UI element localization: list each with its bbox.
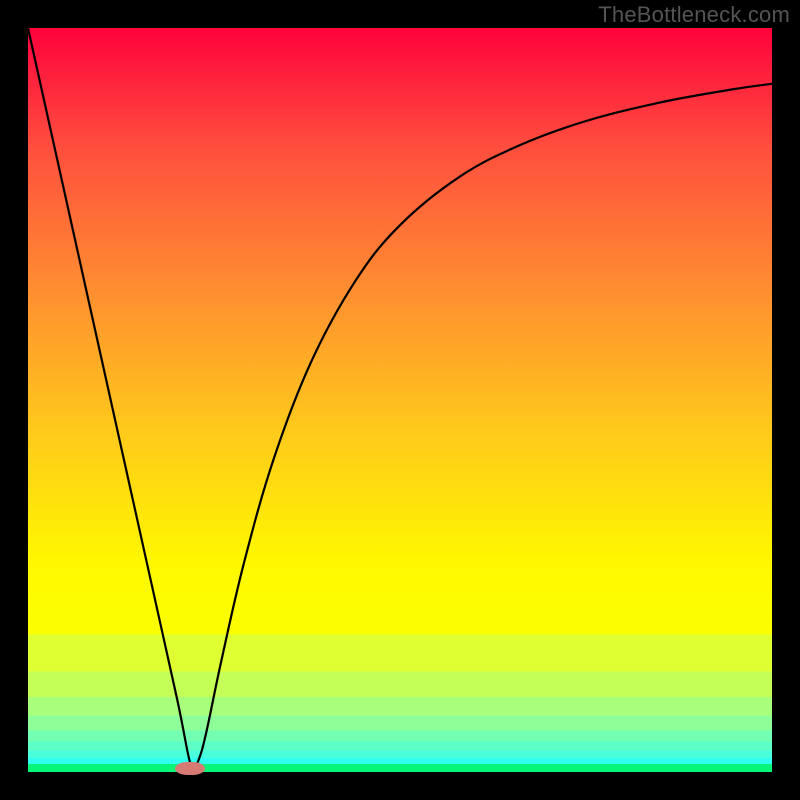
curve-overlay	[28, 28, 772, 772]
watermark-text: TheBottleneck.com	[598, 2, 790, 28]
gradient-background	[28, 28, 772, 772]
chart-plot-area	[28, 28, 772, 772]
minimum-marker	[175, 762, 205, 775]
bottleneck-curve	[28, 28, 772, 768]
